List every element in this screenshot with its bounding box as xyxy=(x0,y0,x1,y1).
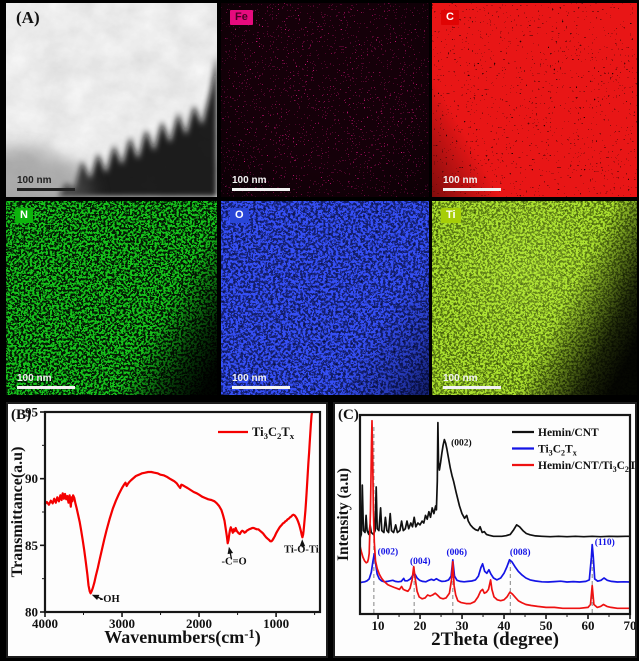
svg-text:Ti3C2Tx: Ti3C2Tx xyxy=(538,444,577,458)
svg-text:(002): (002) xyxy=(378,546,399,557)
fe-dots xyxy=(221,3,429,197)
scale-bar-line xyxy=(232,188,290,191)
scale-bar-text: 100 nm xyxy=(17,373,52,384)
svg-text:-C=O: -C=O xyxy=(221,557,246,568)
scale-bar: 100 nm xyxy=(443,373,501,389)
svg-text:10: 10 xyxy=(372,618,385,633)
scale-bar-text: 100 nm xyxy=(443,175,478,186)
c-dots xyxy=(432,3,637,197)
ftir-chart-panel: (B) 4000 3000 2000 1000 80 85 90 95 Wavenumbers(… xyxy=(6,402,328,658)
scale-bar: 100 nm xyxy=(17,175,75,191)
svg-text:-OH: -OH xyxy=(100,594,120,605)
panel-a-label: (A) xyxy=(16,8,40,27)
svg-text:70: 70 xyxy=(624,618,636,633)
o-dots xyxy=(221,201,429,395)
svg-text:(008): (008) xyxy=(510,547,531,558)
svg-text:2Theta (degree): 2Theta (degree) xyxy=(431,629,559,650)
scale-bar-line xyxy=(443,386,501,389)
svg-text:4000: 4000 xyxy=(32,616,58,631)
eds-map-n: N 100 nm xyxy=(6,201,217,395)
scale-bar-text: 100 nm xyxy=(443,373,478,384)
svg-text:Ti-O-Ti: Ti-O-Ti xyxy=(284,545,319,556)
svg-text:50: 50 xyxy=(540,618,553,633)
svg-text:40: 40 xyxy=(498,618,511,633)
eds-map-c: C 100 nm xyxy=(432,3,637,197)
svg-text:60: 60 xyxy=(582,618,595,633)
svg-text:Hemin/CNT/Ti3C2Tx: Hemin/CNT/Ti3C2Tx xyxy=(538,460,635,474)
scale-bar: 100 nm xyxy=(232,373,290,389)
eds-map-ti: Ti 100 nm xyxy=(432,201,637,395)
n-dots xyxy=(6,201,217,395)
eds-map-o: O 100 nm xyxy=(221,201,429,395)
element-badge-n: N xyxy=(15,208,33,223)
svg-text:Transmittance(a.u): Transmittance(a.u) xyxy=(9,447,26,578)
scale-bar-text: 100 nm xyxy=(17,175,52,186)
scale-bar-text: 100 nm xyxy=(232,175,267,186)
svg-text:85: 85 xyxy=(25,538,39,553)
ti-dots xyxy=(432,201,637,395)
svg-text:(110): (110) xyxy=(595,537,615,548)
scale-bar-text: 100 nm xyxy=(232,373,267,384)
svg-text:Ti3C2Tx: Ti3C2Tx xyxy=(252,425,295,441)
scale-bar-line xyxy=(17,188,75,191)
element-badge-c: C xyxy=(441,10,459,25)
svg-text:3000: 3000 xyxy=(109,616,135,631)
element-badge-ti: Ti xyxy=(441,208,461,223)
scale-bar-line xyxy=(232,386,290,389)
svg-text:Wavenumbers(cm-1): Wavenumbers(cm-1) xyxy=(104,627,260,648)
svg-text:Intensity (a.u): Intensity (a.u) xyxy=(335,468,352,561)
tem-image: (A) 100 nm xyxy=(6,3,217,197)
svg-text:90: 90 xyxy=(25,471,38,486)
scale-bar: 100 nm xyxy=(232,175,290,191)
svg-text:(002): (002) xyxy=(451,437,472,448)
scale-bar-line xyxy=(443,188,501,191)
svg-text:95: 95 xyxy=(25,405,39,420)
scale-bar: 100 nm xyxy=(443,175,501,191)
element-badge-fe: Fe xyxy=(230,10,253,25)
svg-text:80: 80 xyxy=(25,605,38,620)
panel-c-label: (C) xyxy=(338,407,359,423)
xrd-chart-panel: (C) 10 20 30 40 50 60 70 2Theta (degree) Intensi… xyxy=(333,402,637,658)
svg-text:(004): (004) xyxy=(410,556,431,567)
svg-text:2000: 2000 xyxy=(186,616,212,631)
ftir-chart: 4000 3000 2000 1000 80 85 90 95 Wavenumbers(cm-1… xyxy=(9,405,322,648)
scale-bar-line xyxy=(17,386,75,389)
panel-b-label: (B) xyxy=(11,407,31,423)
tem-texture xyxy=(6,3,217,197)
svg-text:(006): (006) xyxy=(447,547,468,558)
svg-text:20: 20 xyxy=(414,618,427,633)
svg-text:Hemin/CNT: Hemin/CNT xyxy=(538,427,599,439)
svg-text:30: 30 xyxy=(456,618,469,633)
scale-bar: 100 nm xyxy=(17,373,75,389)
tem-dark-region xyxy=(58,55,217,197)
eds-map-fe: Fe 100 nm xyxy=(221,3,429,197)
element-badge-o: O xyxy=(230,208,249,223)
svg-text:1000: 1000 xyxy=(263,616,289,631)
xrd-chart: 10 20 30 40 50 60 70 2Theta (degree) Intensity (… xyxy=(335,413,636,650)
